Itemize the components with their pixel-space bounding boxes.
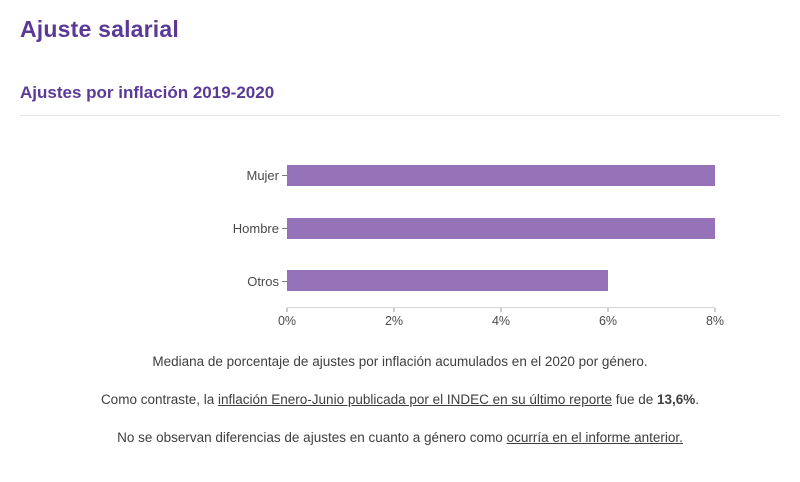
bar-otros[interactable] [287,270,608,292]
caption-line-1: Mediana de porcentaje de ajustes por inf… [20,354,780,371]
y-tick-mark [282,228,287,229]
x-tick-label: 2% [384,314,404,328]
category-label: Otros [217,255,287,308]
inflation-bar-chart: Mujer Hombre Otros 0% 2% 4% 6% 8% [217,149,780,330]
x-tick-label: 6% [598,314,618,328]
page: Ajuste salarial Ajustes por inflación 20… [20,16,780,447]
y-tick-mark [282,175,287,176]
divider [20,115,780,116]
x-tick-mark [286,308,288,312]
captions: Mediana de porcentaje de ajustes por inf… [20,354,780,447]
caption-line-2: Como contraste, la inflación Enero-Junio… [20,392,780,409]
x-axis: 0% 2% 4% 6% 8% [278,308,724,330]
plot-area [287,149,715,308]
caption-text: fue de [611,391,658,407]
bar-row [287,149,715,202]
category-label: Mujer [217,149,287,202]
category-label-text: Hombre [232,221,279,236]
caption-text: . [695,391,700,407]
caption-line-3: No se observan diferencias de ajustes en… [20,430,780,447]
page-title: Ajuste salarial [20,16,179,42]
caption-bold-value: 13,6% [657,391,696,407]
y-axis-labels: Mujer Hombre Otros [217,149,287,330]
category-label-text: Otros [247,274,279,289]
x-tick-mark [714,308,716,312]
category-label-text: Mujer [246,168,279,183]
bar-mujer[interactable] [287,164,715,186]
caption-link[interactable]: inflación Enero-Junio publicada por el I… [218,391,612,407]
x-tick-label: 8% [705,314,725,328]
plot-wrap: 0% 2% 4% 6% 8% [278,149,724,330]
bar-row [287,202,715,255]
x-tick-label: 4% [491,314,511,328]
caption-text: No se observan diferencias de ajustes en… [117,429,507,445]
x-tick-label: 0% [277,314,297,328]
bar-hombre[interactable] [287,217,715,239]
x-tick-mark [607,308,609,312]
x-tick-mark [500,308,502,312]
category-label: Hombre [217,202,287,255]
caption-text: Como contraste, la [100,391,218,407]
caption-text: Mediana de porcentaje de ajustes por inf… [152,354,648,369]
section-title: Ajustes por inflación 2019-2020 [20,83,275,102]
caption-link[interactable]: ocurría en el informe anterior. [506,429,683,445]
x-tick-mark [393,308,395,312]
y-tick-mark [282,281,287,282]
bar-row [287,254,715,307]
